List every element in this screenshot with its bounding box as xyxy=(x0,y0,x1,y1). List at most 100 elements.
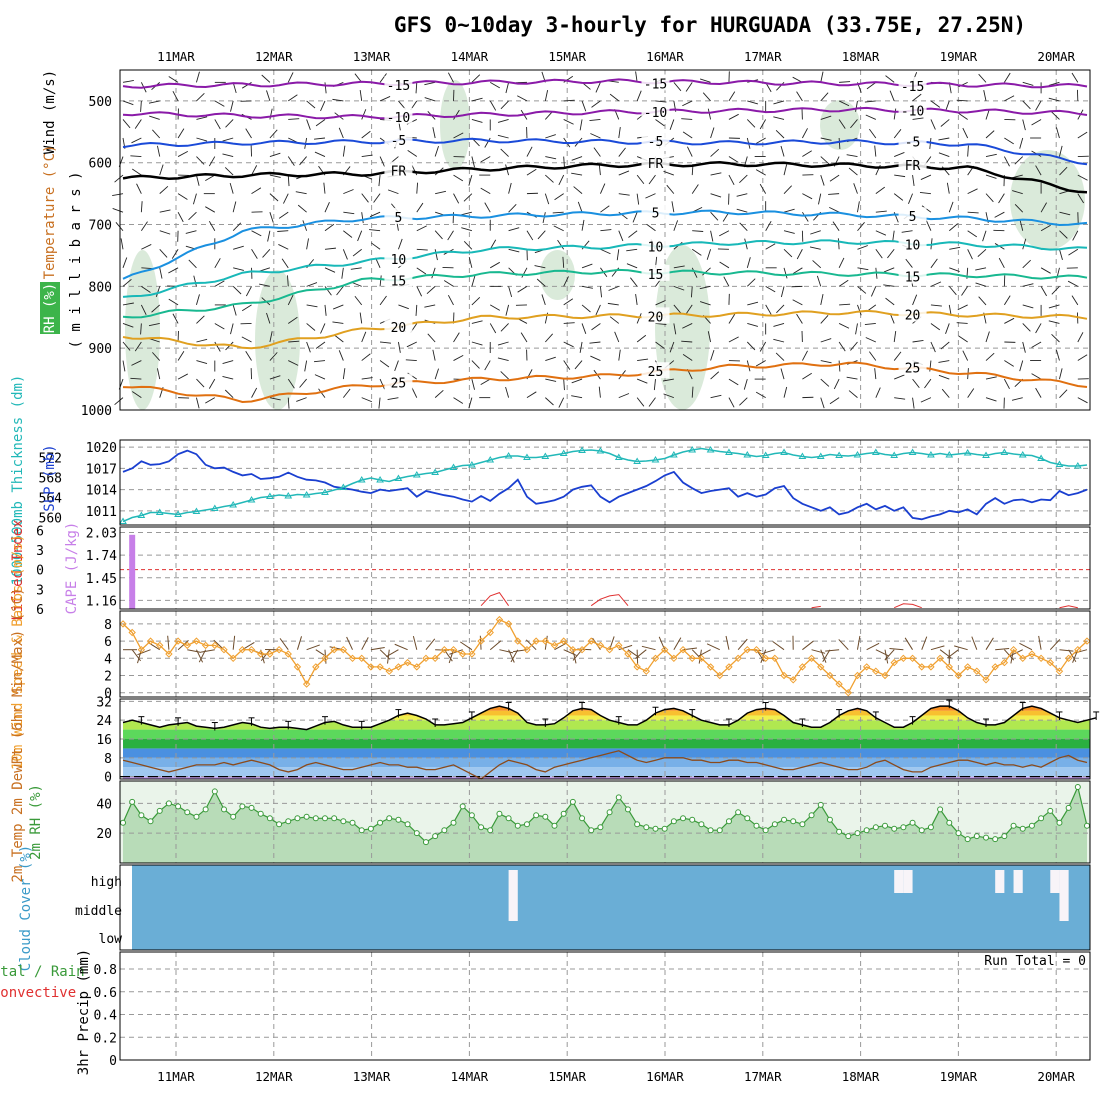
wind-barb-10m xyxy=(306,644,320,651)
wind-barb xyxy=(820,137,832,141)
wind-barb xyxy=(912,397,915,409)
wind-barb xyxy=(545,134,556,139)
precip-tick-label: 0.8 xyxy=(94,963,117,978)
wind-tick-label: 4 xyxy=(104,652,112,667)
wind-speed-marker xyxy=(495,615,504,624)
wind-tick-label: 6 xyxy=(104,635,112,650)
wind-barb xyxy=(723,276,730,287)
wind-barb xyxy=(920,174,932,180)
wind-barb xyxy=(361,109,367,120)
wind-barb xyxy=(889,90,895,102)
rh2m-marker xyxy=(303,813,310,820)
wind-barb xyxy=(967,145,969,157)
wind-barb xyxy=(545,356,556,361)
wind-barb xyxy=(618,393,630,399)
thickness-marker xyxy=(927,451,935,458)
wind-barb xyxy=(985,397,997,402)
wind-barb xyxy=(691,248,702,256)
wind-barb xyxy=(443,280,454,287)
wind-barb xyxy=(379,378,385,390)
wind-barb xyxy=(636,174,645,185)
ylabel-lifted-index: Lifted Index xyxy=(10,519,26,620)
wind-barb xyxy=(792,267,803,275)
wind-barb xyxy=(526,146,533,157)
wind-barb xyxy=(283,193,289,204)
wind-barb xyxy=(156,368,161,380)
wind-barb xyxy=(379,360,390,368)
wind-barb xyxy=(140,201,143,213)
wind-barb xyxy=(343,189,354,195)
wind-barb xyxy=(930,304,942,307)
wind-barb-10m xyxy=(137,649,151,656)
wind-barb xyxy=(269,397,281,401)
wind-barb xyxy=(114,397,124,406)
wind-barb xyxy=(747,100,759,105)
rh2m-marker xyxy=(964,836,971,843)
wind-barb xyxy=(505,82,510,94)
wind-barb xyxy=(379,295,387,306)
wind-speed-marker xyxy=(936,654,944,663)
wind-speed-marker xyxy=(119,620,127,628)
legend-total-rain: Total / Rain xyxy=(0,964,85,980)
rh2m-marker xyxy=(909,819,916,826)
thickness-marker xyxy=(339,483,348,490)
isotherm-label: -5 xyxy=(905,136,921,151)
wind-barb xyxy=(288,94,298,102)
wind-barb xyxy=(484,137,491,148)
wind-barb xyxy=(894,152,905,157)
lifted-index-tick-label: 6 xyxy=(36,603,44,618)
wind-barb xyxy=(998,193,1005,204)
wind-barb xyxy=(780,145,785,157)
wind-barb xyxy=(490,81,500,89)
legend-convective: Convective xyxy=(0,985,76,1001)
wind-barb xyxy=(646,223,656,232)
wind-barb-10m xyxy=(1019,642,1033,651)
thickness-marker xyxy=(908,448,917,455)
wind-barb xyxy=(1051,286,1060,295)
wind-barb xyxy=(361,130,371,139)
rh2m-marker xyxy=(248,804,255,811)
wind-barb xyxy=(196,294,200,306)
wind-barb xyxy=(222,375,234,380)
ylabel-slp: SLP (mb) xyxy=(42,444,58,511)
stability-ylabel: Lifted Index CAPE (J/kg) xyxy=(10,519,80,620)
wind-barb xyxy=(398,238,403,250)
thickness-marker xyxy=(761,451,770,458)
cloud-gap xyxy=(508,893,518,921)
wind-barb xyxy=(313,137,326,140)
wind-barb xyxy=(544,193,550,205)
wind-barb xyxy=(241,81,252,89)
wind-barb xyxy=(706,249,712,260)
wind-barb xyxy=(269,375,281,380)
wind-barb xyxy=(783,248,793,258)
thickness-line xyxy=(122,447,1088,523)
wind-barb xyxy=(468,397,473,409)
wind-barb-10m xyxy=(954,645,968,651)
wind-barb xyxy=(1003,378,1010,390)
wind-barb xyxy=(288,360,299,366)
rh2m-marker xyxy=(349,819,356,826)
wind-barb xyxy=(130,377,142,380)
thickness-marker xyxy=(835,451,843,458)
wind-barb xyxy=(497,134,509,139)
wind-barb xyxy=(912,378,920,389)
dewpoint-line xyxy=(122,750,1088,780)
wind-barb xyxy=(759,183,767,194)
wind-barb xyxy=(636,397,645,407)
isotherm-label: 5 xyxy=(909,210,917,225)
wind-barb xyxy=(1059,145,1063,157)
wind-barb xyxy=(484,360,491,371)
wind-barb xyxy=(471,275,476,287)
wind-barb xyxy=(802,372,812,380)
wind-barb xyxy=(579,119,583,131)
wind-barb xyxy=(600,205,610,213)
ylabel-rh2m: 2m RH (%) xyxy=(28,784,44,860)
wind-barb xyxy=(1004,137,1014,145)
wind-barb xyxy=(1035,323,1042,334)
wind-barb xyxy=(287,397,290,409)
wind-barb xyxy=(728,156,739,163)
wind-barb xyxy=(537,230,546,240)
rh-region xyxy=(255,270,300,410)
precip-panel: 0 0.2 0.4 0.6 0.8 xyxy=(94,951,1091,1069)
lifted-index-line xyxy=(811,605,821,609)
